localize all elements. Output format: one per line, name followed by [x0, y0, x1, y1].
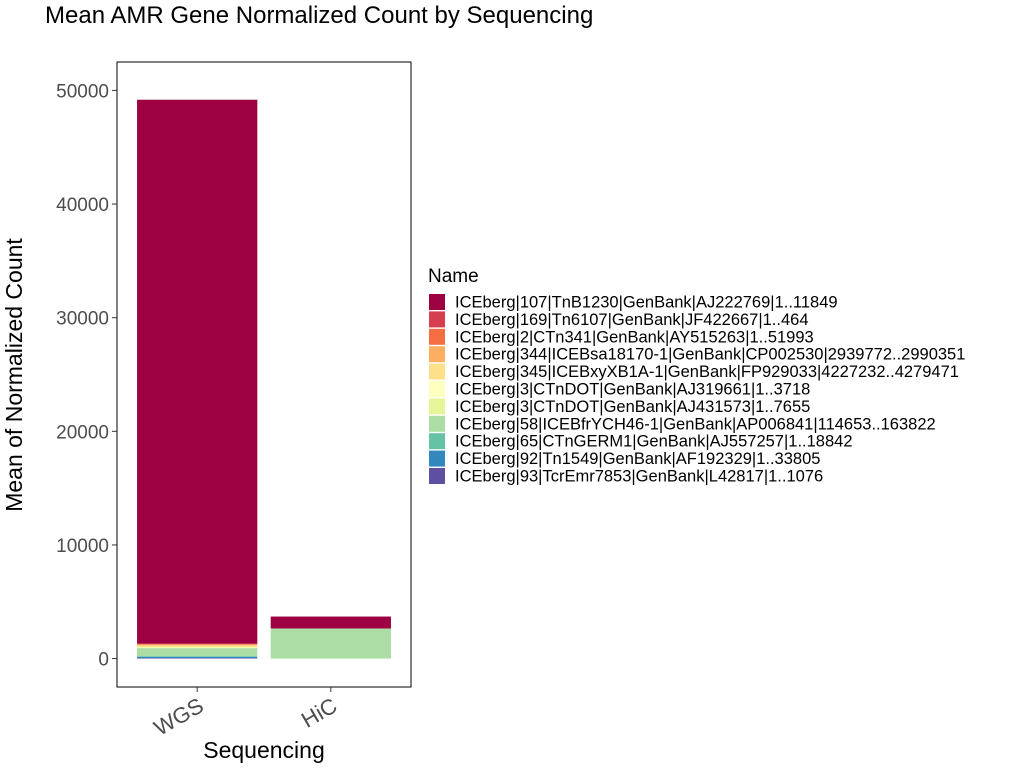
bar-segment — [137, 647, 258, 648]
legend-label: ICEberg|344|ICEBsa18170-1|GenBank|CP0025… — [455, 346, 965, 364]
y-tick-label: 30000 — [56, 309, 109, 330]
y-tick-label: 50000 — [56, 81, 109, 102]
bar-segment — [270, 616, 391, 629]
y-tick-label: 10000 — [56, 536, 109, 557]
legend-label: ICEberg|3|CTnDOT|GenBank|AJ319661|1..371… — [455, 381, 810, 399]
legend-label: ICEberg|107|TnB1230|GenBank|AJ222769|1..… — [455, 294, 838, 312]
bar-segment — [137, 643, 258, 644]
legend-label: ICEberg|169|Tn6107|GenBank|JF422667|1..4… — [455, 311, 809, 329]
legend-label: ICEberg|58|ICEBfrYCH46-1|GenBank|AP00684… — [455, 415, 936, 433]
legend-swatch — [429, 381, 445, 397]
legend-swatch — [429, 346, 445, 363]
legend-label: ICEberg|92|Tn1549|GenBank|AF192329|1..33… — [455, 450, 820, 468]
bar-segment — [137, 647, 258, 649]
x-tick-label: WGS — [150, 693, 208, 741]
bar-segment — [270, 628, 391, 659]
bar-segment — [137, 644, 258, 646]
bar-segment — [137, 643, 258, 645]
legend-swatch — [429, 398, 445, 415]
y-axis-title: Mean of Normalized Count — [1, 238, 27, 512]
bar-segment — [137, 656, 258, 659]
legend-swatch — [429, 363, 445, 380]
legend-label: ICEberg|93|TcrEmr7853|GenBank|L42817|1..… — [455, 468, 823, 486]
bar-segment — [137, 648, 258, 657]
plot-panel-border — [116, 61, 412, 688]
chart-title: Mean AMR Gene Normalized Count by Sequen… — [45, 2, 593, 29]
x-tick-label: HiC — [297, 693, 341, 733]
x-axis-title: Sequencing — [203, 737, 325, 763]
legend-swatch — [429, 415, 445, 432]
y-axis: 0 10000 20000 30000 40000 50000 — [56, 81, 117, 671]
bar-segment — [137, 645, 258, 647]
legend-swatch — [429, 433, 445, 450]
legend-swatch — [429, 294, 445, 310]
legend-label: ICEberg|3|CTnDOT|GenBank|AJ431573|1..765… — [455, 398, 810, 416]
legend-title: Name — [428, 266, 479, 287]
legend-swatch — [429, 468, 445, 484]
bar-segment — [137, 99, 258, 644]
y-tick-label: 40000 — [56, 195, 109, 216]
legend-swatch — [429, 311, 445, 328]
bars-layer — [137, 99, 391, 659]
y-tick-label: 0 — [98, 650, 109, 671]
x-axis: WGS HiC — [150, 687, 341, 741]
legend-label: ICEberg|2|CTn341|GenBank|AY515263|1..519… — [455, 328, 814, 346]
legend-label: ICEberg|65|CTnGERM1|GenBank|AJ557257|1..… — [455, 433, 853, 451]
bar-segment — [137, 658, 258, 659]
bar-segment — [137, 656, 258, 657]
plot-area — [116, 61, 412, 688]
y-tick-label: 20000 — [56, 422, 109, 443]
legend: Name ICEberg|107|TnB1230|GenBank|AJ22276… — [428, 266, 965, 486]
legend-swatch — [429, 328, 445, 345]
legend-swatch — [429, 450, 445, 467]
legend-label: ICEberg|345|ICEBxyXB1A-1|GenBank|FP92903… — [455, 363, 959, 381]
